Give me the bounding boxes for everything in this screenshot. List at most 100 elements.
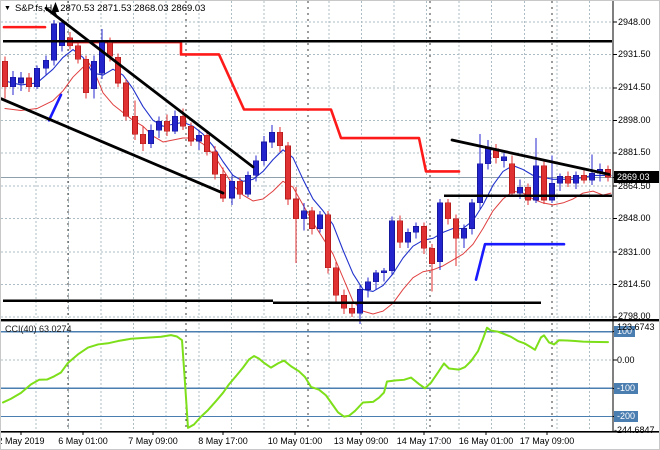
candle-body[interactable] <box>437 202 443 263</box>
candle-body[interactable] <box>237 180 243 195</box>
time-axis-label: 13 May 09:00 <box>333 436 389 446</box>
candle-body[interactable] <box>83 59 89 94</box>
candle-body[interactable] <box>34 67 40 88</box>
time-axis-label: 17 May 09:00 <box>519 436 575 446</box>
candle-body[interactable] <box>115 57 121 84</box>
chevron-down-icon[interactable]: ▼ <box>4 5 11 12</box>
hilo-support-line <box>474 242 566 281</box>
candle-body[interactable] <box>26 77 32 88</box>
candle-body[interactable] <box>453 218 459 239</box>
price-axis-label: 2948.00 <box>618 16 651 27</box>
trendline <box>1 97 225 195</box>
candle-body[interactable] <box>285 145 291 200</box>
candle-body[interactable] <box>172 116 178 132</box>
candle-body[interactable] <box>533 165 539 201</box>
time-axis-label: 16 May 01:00 <box>458 436 514 446</box>
candle-body[interactable] <box>429 247 435 265</box>
time-axis-label: 7 May 09:00 <box>128 436 178 446</box>
candle-body[interactable] <box>75 45 81 60</box>
candle-body[interactable] <box>18 77 24 84</box>
candle-body[interactable] <box>525 186 531 201</box>
candle-body[interactable] <box>132 116 138 135</box>
candle-body[interactable] <box>164 121 170 132</box>
mouse-cursor-icon <box>50 2 60 18</box>
candle-body[interactable] <box>581 175 587 181</box>
candle-body[interactable] <box>188 125 194 142</box>
candle-body[interactable] <box>421 226 427 249</box>
candle-body[interactable] <box>245 175 251 195</box>
candle-body[interactable] <box>405 232 411 243</box>
candle-body[interactable] <box>261 141 267 161</box>
cci-level-value-box: -100 <box>614 382 639 394</box>
candle-body[interactable] <box>589 173 595 181</box>
candle-body[interactable] <box>445 202 451 219</box>
candle-body[interactable] <box>501 156 507 161</box>
candle-body[interactable] <box>381 270 387 274</box>
candle-body[interactable] <box>349 307 355 314</box>
candle-body[interactable] <box>10 76 16 88</box>
candle-body[interactable] <box>156 121 162 131</box>
candle-body[interactable] <box>461 228 467 239</box>
candle-body[interactable] <box>469 202 475 229</box>
candle-body[interactable] <box>204 134 210 153</box>
candle-body[interactable] <box>212 151 218 175</box>
indicator-min-label: -244.6847 <box>614 425 655 436</box>
time-axis-border <box>1 431 659 433</box>
cci-level-value-box: 100 <box>614 326 636 338</box>
candle-body[interactable] <box>196 134 202 142</box>
candle-body[interactable] <box>397 220 403 243</box>
candle-body[interactable] <box>509 163 515 194</box>
candle-body[interactable] <box>573 175 579 184</box>
candle-body[interactable] <box>140 133 146 145</box>
indicator-max-label: 123.6743 <box>617 322 655 332</box>
candle-body[interactable] <box>43 60 49 69</box>
candle-body[interactable] <box>180 116 186 127</box>
candle-body[interactable] <box>301 210 307 219</box>
cci-level-value-box: -200 <box>614 411 639 423</box>
candle-body[interactable] <box>309 210 315 229</box>
cci-line <box>2 326 609 429</box>
candle-body[interactable] <box>549 182 555 201</box>
candle-body[interactable] <box>229 180 235 199</box>
price-axis-label: 2931.50 <box>618 48 651 59</box>
price-axis-label: 2848.00 <box>618 213 651 224</box>
candle-body[interactable] <box>317 214 323 229</box>
candle-body[interactable] <box>59 22 65 46</box>
current-price-tag: 2869.03 <box>614 171 659 184</box>
candle-body[interactable] <box>357 289 363 314</box>
candle-body[interactable] <box>123 82 129 117</box>
symbol-period-label: S&P.fs,H4 <box>14 3 58 14</box>
candle-body[interactable] <box>220 174 226 199</box>
candle-body[interactable] <box>91 61 97 90</box>
time-axis-label: 2 May 2019 <box>0 436 45 446</box>
candle-body[interactable] <box>557 176 563 184</box>
candle-body[interactable] <box>485 148 491 164</box>
price-axis-label: 2831.00 <box>618 246 651 257</box>
time-axis-label: 6 May 01:00 <box>58 436 108 446</box>
trendline <box>44 6 255 169</box>
candle-body[interactable] <box>148 129 154 145</box>
ohlc-values: 2870.53 2871.53 2868.03 2869.03 <box>60 3 206 14</box>
candle-body[interactable] <box>373 272 379 282</box>
candle-body[interactable] <box>293 198 299 219</box>
candle-body[interactable] <box>277 131 283 147</box>
candle-body[interactable] <box>477 163 483 204</box>
candle-body[interactable] <box>517 186 523 194</box>
candle-body[interactable] <box>413 226 419 233</box>
price-axis-label: 2814.50 <box>618 279 651 290</box>
candle-body[interactable] <box>389 220 395 272</box>
candle-body[interactable] <box>541 165 547 201</box>
candle-body[interactable] <box>365 281 371 290</box>
candle-body[interactable] <box>253 160 259 176</box>
time-axis-label: 8 May 17:00 <box>198 436 248 446</box>
candle-body[interactable] <box>2 61 8 88</box>
panel-divider[interactable] <box>1 319 660 322</box>
candle-body[interactable] <box>333 267 339 296</box>
price-axis-label: 2798.00 <box>618 311 651 322</box>
candle-body[interactable] <box>99 41 105 74</box>
candle-body[interactable] <box>565 176 571 184</box>
trendline <box>450 138 611 176</box>
candle-body[interactable] <box>269 131 275 143</box>
candle-body[interactable] <box>325 214 331 269</box>
